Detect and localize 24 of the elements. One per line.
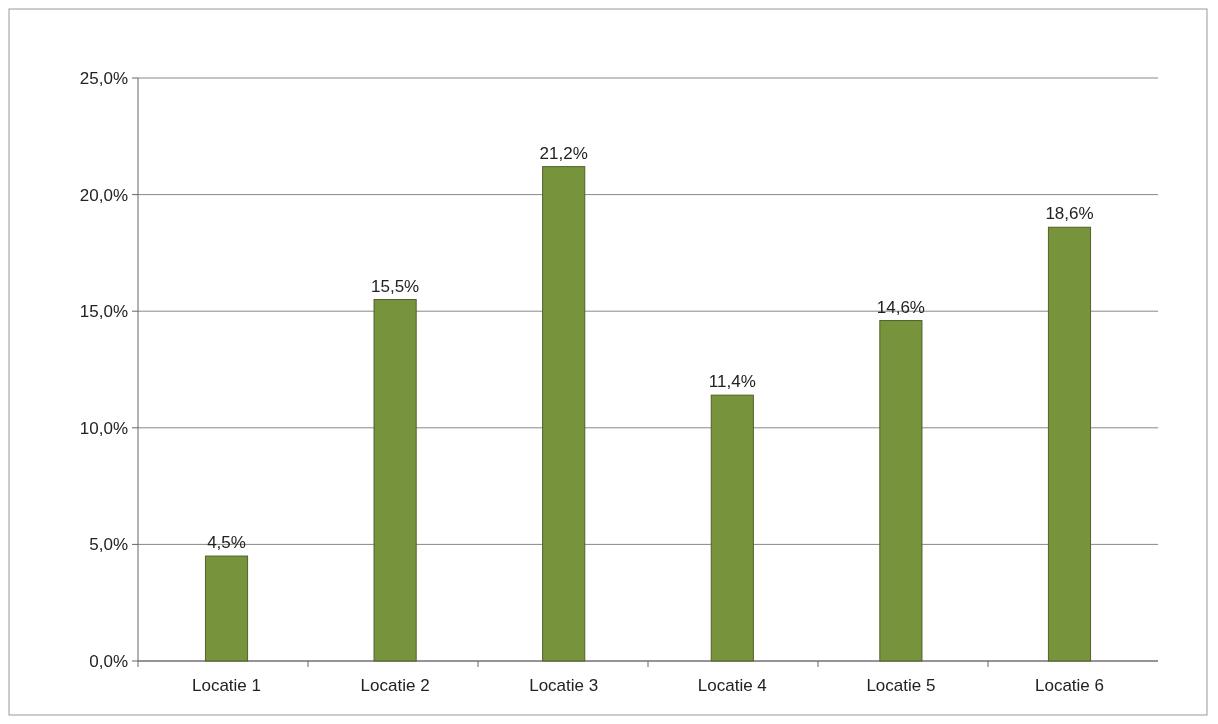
- y-tick-label: 15,0%: [79, 302, 128, 322]
- y-tick-label: 20,0%: [79, 185, 128, 205]
- x-tick-label: Locatie 5: [866, 676, 936, 695]
- x-tick-label: Locatie 4: [697, 676, 767, 695]
- x-tick-label: Locatie 1: [192, 676, 262, 695]
- data-label: 4,5%: [207, 533, 246, 553]
- bar: [542, 166, 586, 662]
- x-tick-label: Locatie 6: [1034, 676, 1104, 695]
- data-label: 15,5%: [371, 276, 420, 296]
- bar: [204, 555, 249, 662]
- bar: [879, 320, 923, 662]
- data-label: 11,4%: [708, 372, 756, 392]
- y-tick-label: 25,0%: [79, 68, 128, 88]
- y-tick-label: 5,0%: [89, 535, 128, 555]
- x-tick-label: Locatie 2: [360, 676, 430, 695]
- data-label: 18,6%: [1045, 204, 1094, 224]
- data-label: 21,2%: [539, 143, 588, 163]
- data-label: 14,6%: [876, 297, 925, 317]
- y-tick-label: 10,0%: [79, 418, 128, 438]
- bar: [710, 394, 754, 662]
- y-tick-label: 0,0%: [89, 651, 128, 671]
- bar: [1047, 226, 1092, 662]
- bar: [373, 299, 417, 662]
- x-tick-label: Locatie 3: [529, 676, 599, 695]
